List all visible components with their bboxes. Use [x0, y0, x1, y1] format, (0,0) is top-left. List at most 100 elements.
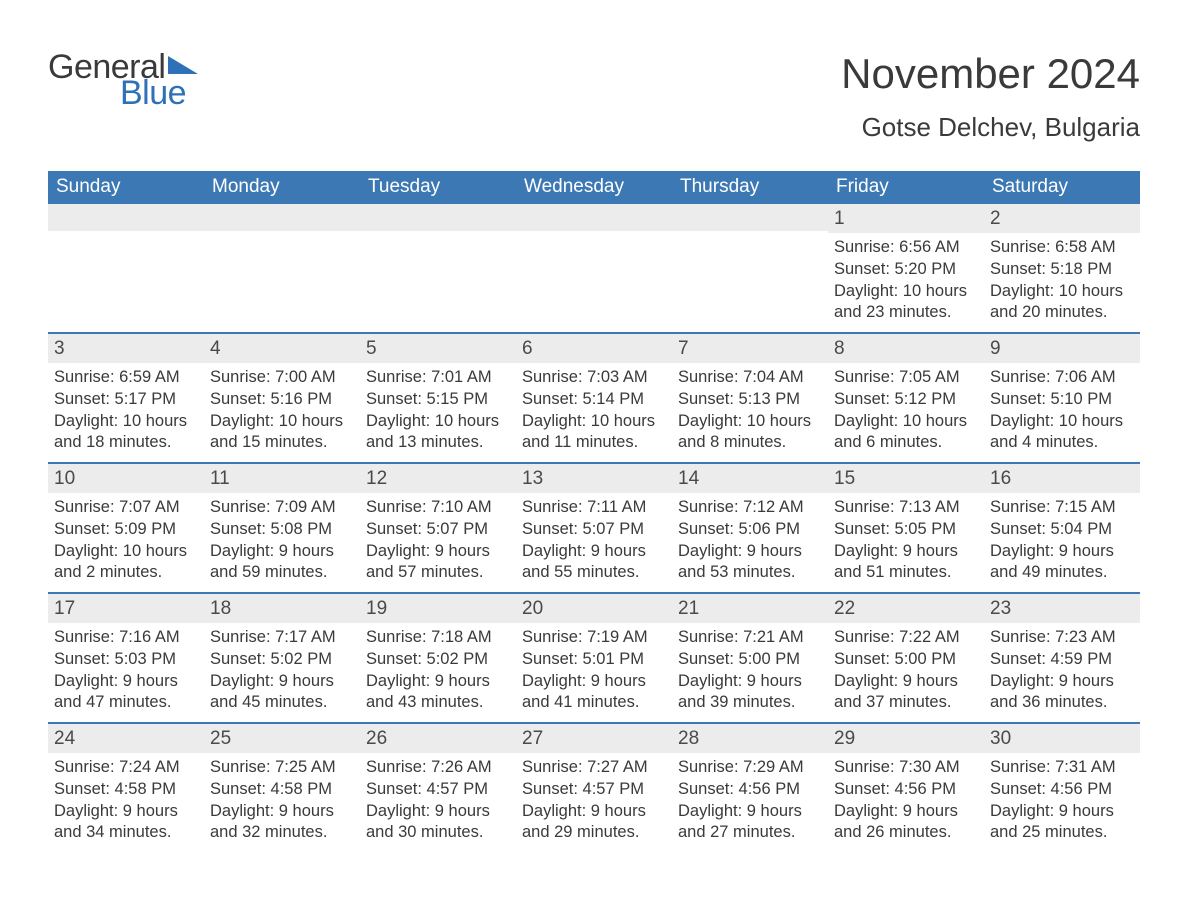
- day-number: 8: [828, 334, 984, 363]
- day-cell: 24Sunrise: 7:24 AMSunset: 4:58 PMDayligh…: [48, 724, 204, 852]
- day-cell: 25Sunrise: 7:25 AMSunset: 4:58 PMDayligh…: [204, 724, 360, 852]
- sunset-line: Sunset: 5:05 PM: [834, 519, 978, 541]
- day-body: Sunrise: 7:31 AMSunset: 4:56 PMDaylight:…: [984, 753, 1140, 850]
- sunrise-line: Sunrise: 7:13 AM: [834, 497, 978, 519]
- sunrise-line: Sunrise: 7:25 AM: [210, 757, 354, 779]
- daylight-line-1: Daylight: 10 hours: [54, 541, 198, 563]
- daylight-line-2: and 57 minutes.: [366, 562, 510, 584]
- sunset-line: Sunset: 5:13 PM: [678, 389, 822, 411]
- title-block: November 2024 Gotse Delchev, Bulgaria: [841, 50, 1140, 143]
- sunrise-line: Sunrise: 7:09 AM: [210, 497, 354, 519]
- day-number: 2: [984, 204, 1140, 233]
- daylight-line-1: Daylight: 10 hours: [990, 281, 1134, 303]
- empty-day-header: [672, 204, 828, 231]
- day-body: Sunrise: 7:25 AMSunset: 4:58 PMDaylight:…: [204, 753, 360, 850]
- sunset-line: Sunset: 5:07 PM: [366, 519, 510, 541]
- day-number: 15: [828, 464, 984, 493]
- daylight-line-1: Daylight: 9 hours: [522, 801, 666, 823]
- sunset-line: Sunset: 5:06 PM: [678, 519, 822, 541]
- day-cell: 28Sunrise: 7:29 AMSunset: 4:56 PMDayligh…: [672, 724, 828, 852]
- sunset-line: Sunset: 5:02 PM: [366, 649, 510, 671]
- day-body: Sunrise: 7:24 AMSunset: 4:58 PMDaylight:…: [48, 753, 204, 850]
- sunset-line: Sunset: 5:08 PM: [210, 519, 354, 541]
- location: Gotse Delchev, Bulgaria: [841, 112, 1140, 143]
- daylight-line-1: Daylight: 9 hours: [834, 541, 978, 563]
- day-number: 29: [828, 724, 984, 753]
- daylight-line-2: and 34 minutes.: [54, 822, 198, 844]
- sunrise-line: Sunrise: 7:26 AM: [366, 757, 510, 779]
- day-body: Sunrise: 7:15 AMSunset: 5:04 PMDaylight:…: [984, 493, 1140, 590]
- day-number: 14: [672, 464, 828, 493]
- daylight-line-1: Daylight: 10 hours: [834, 281, 978, 303]
- daylight-line-2: and 29 minutes.: [522, 822, 666, 844]
- daylight-line-1: Daylight: 9 hours: [522, 671, 666, 693]
- day-body: Sunrise: 7:10 AMSunset: 5:07 PMDaylight:…: [360, 493, 516, 590]
- day-cell: 17Sunrise: 7:16 AMSunset: 5:03 PMDayligh…: [48, 594, 204, 722]
- day-number: 1: [828, 204, 984, 233]
- sunrise-line: Sunrise: 7:06 AM: [990, 367, 1134, 389]
- day-number: 6: [516, 334, 672, 363]
- daylight-line-2: and 32 minutes.: [210, 822, 354, 844]
- day-body: Sunrise: 7:27 AMSunset: 4:57 PMDaylight:…: [516, 753, 672, 850]
- day-number: 13: [516, 464, 672, 493]
- weekday-monday: Monday: [204, 171, 360, 204]
- day-cell: 1Sunrise: 6:56 AMSunset: 5:20 PMDaylight…: [828, 204, 984, 332]
- day-number: 19: [360, 594, 516, 623]
- day-cell: 5Sunrise: 7:01 AMSunset: 5:15 PMDaylight…: [360, 334, 516, 462]
- daylight-line-2: and 26 minutes.: [834, 822, 978, 844]
- day-cell: 30Sunrise: 7:31 AMSunset: 4:56 PMDayligh…: [984, 724, 1140, 852]
- sunrise-line: Sunrise: 7:23 AM: [990, 627, 1134, 649]
- day-cell: [204, 204, 360, 332]
- empty-day-header: [48, 204, 204, 231]
- daylight-line-1: Daylight: 10 hours: [678, 411, 822, 433]
- day-body: Sunrise: 7:17 AMSunset: 5:02 PMDaylight:…: [204, 623, 360, 720]
- day-number: 24: [48, 724, 204, 753]
- day-cell: 18Sunrise: 7:17 AMSunset: 5:02 PMDayligh…: [204, 594, 360, 722]
- daylight-line-1: Daylight: 9 hours: [366, 801, 510, 823]
- day-cell: 11Sunrise: 7:09 AMSunset: 5:08 PMDayligh…: [204, 464, 360, 592]
- weekday-tuesday: Tuesday: [360, 171, 516, 204]
- day-cell: 4Sunrise: 7:00 AMSunset: 5:16 PMDaylight…: [204, 334, 360, 462]
- daylight-line-2: and 41 minutes.: [522, 692, 666, 714]
- sunrise-line: Sunrise: 7:03 AM: [522, 367, 666, 389]
- sunset-line: Sunset: 4:57 PM: [366, 779, 510, 801]
- day-body: Sunrise: 7:01 AMSunset: 5:15 PMDaylight:…: [360, 363, 516, 460]
- sunset-line: Sunset: 4:56 PM: [834, 779, 978, 801]
- day-number: 18: [204, 594, 360, 623]
- calendar: SundayMondayTuesdayWednesdayThursdayFrid…: [48, 171, 1140, 852]
- daylight-line-1: Daylight: 10 hours: [522, 411, 666, 433]
- daylight-line-2: and 53 minutes.: [678, 562, 822, 584]
- sunrise-line: Sunrise: 7:27 AM: [522, 757, 666, 779]
- daylight-line-2: and 20 minutes.: [990, 302, 1134, 324]
- daylight-line-2: and 36 minutes.: [990, 692, 1134, 714]
- day-body: Sunrise: 6:56 AMSunset: 5:20 PMDaylight:…: [828, 233, 984, 330]
- daylight-line-1: Daylight: 9 hours: [210, 541, 354, 563]
- sunrise-line: Sunrise: 7:24 AM: [54, 757, 198, 779]
- weekday-thursday: Thursday: [672, 171, 828, 204]
- sunset-line: Sunset: 5:09 PM: [54, 519, 198, 541]
- day-body: Sunrise: 7:13 AMSunset: 5:05 PMDaylight:…: [828, 493, 984, 590]
- daylight-line-1: Daylight: 9 hours: [678, 541, 822, 563]
- weekday-sunday: Sunday: [48, 171, 204, 204]
- sunrise-line: Sunrise: 7:07 AM: [54, 497, 198, 519]
- daylight-line-1: Daylight: 9 hours: [678, 671, 822, 693]
- sunrise-line: Sunrise: 7:05 AM: [834, 367, 978, 389]
- sunset-line: Sunset: 4:59 PM: [990, 649, 1134, 671]
- empty-day-header: [516, 204, 672, 231]
- day-cell: 8Sunrise: 7:05 AMSunset: 5:12 PMDaylight…: [828, 334, 984, 462]
- weekday-header-row: SundayMondayTuesdayWednesdayThursdayFrid…: [48, 171, 1140, 204]
- day-cell: 15Sunrise: 7:13 AMSunset: 5:05 PMDayligh…: [828, 464, 984, 592]
- sunrise-line: Sunrise: 7:18 AM: [366, 627, 510, 649]
- daylight-line-2: and 8 minutes.: [678, 432, 822, 454]
- day-cell: 16Sunrise: 7:15 AMSunset: 5:04 PMDayligh…: [984, 464, 1140, 592]
- daylight-line-1: Daylight: 9 hours: [834, 671, 978, 693]
- daylight-line-2: and 4 minutes.: [990, 432, 1134, 454]
- sunrise-line: Sunrise: 7:15 AM: [990, 497, 1134, 519]
- daylight-line-1: Daylight: 9 hours: [990, 801, 1134, 823]
- daylight-line-2: and 51 minutes.: [834, 562, 978, 584]
- sunset-line: Sunset: 5:02 PM: [210, 649, 354, 671]
- logo-text-blue: Blue: [120, 76, 198, 110]
- day-cell: 26Sunrise: 7:26 AMSunset: 4:57 PMDayligh…: [360, 724, 516, 852]
- daylight-line-1: Daylight: 10 hours: [834, 411, 978, 433]
- day-body: Sunrise: 7:00 AMSunset: 5:16 PMDaylight:…: [204, 363, 360, 460]
